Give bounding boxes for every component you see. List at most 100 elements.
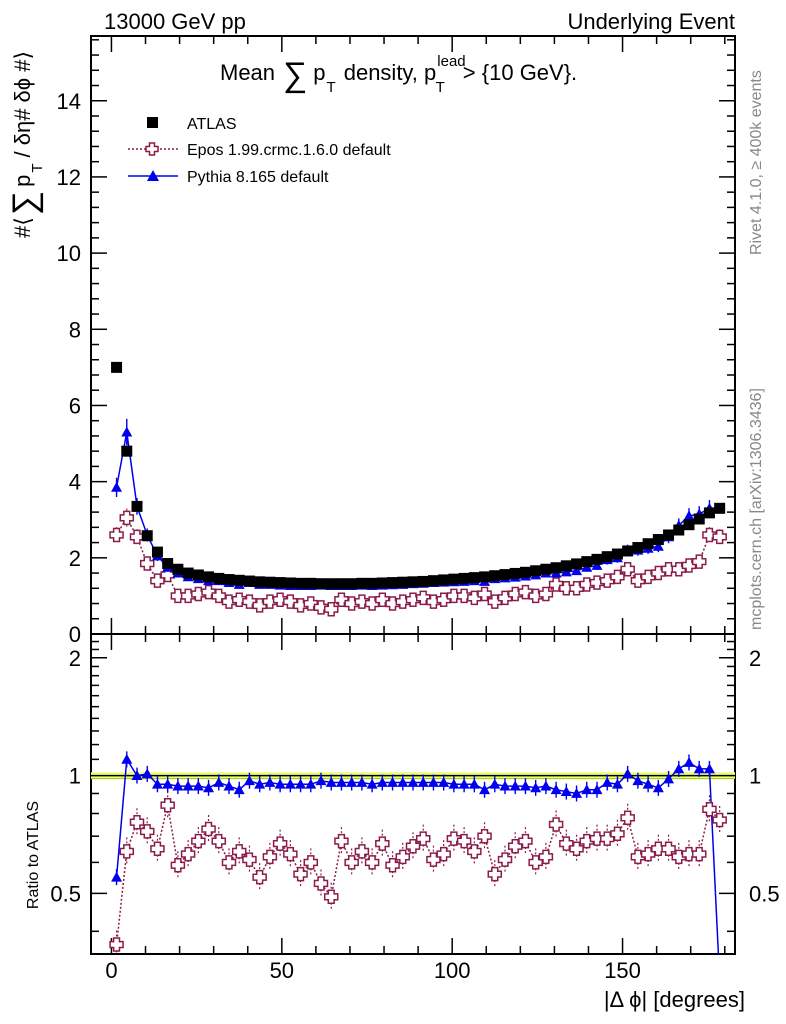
epos-ratio-point [313, 876, 329, 891]
atlas-point [111, 361, 123, 373]
svg-text:#⟨∑pT/ δη# δϕ #⟩: #⟨∑pT/ δη# δϕ #⟩ [6, 51, 46, 238]
epos-point [334, 592, 349, 607]
main-ylabel: #⟨∑pT/ δη# δϕ #⟩ [6, 51, 46, 238]
pythia-ratio-point [489, 778, 501, 789]
epos-point [630, 573, 646, 588]
pythia-ratio-point [192, 780, 204, 791]
pythia-ratio-point [407, 777, 419, 787]
epos-ratio-point [559, 836, 574, 851]
epos-ratio-point [589, 831, 605, 846]
epos-point [610, 569, 625, 585]
epos-point [507, 586, 523, 602]
atlas-point [509, 567, 521, 579]
pythia-ratio-point [366, 778, 378, 789]
epos-ratio-point [364, 855, 380, 870]
epos-ratio-point [385, 857, 400, 873]
atlas-point [325, 578, 337, 590]
x-axis-label: |Δ ϕ| [degrees] [604, 987, 745, 1012]
atlas-point [203, 571, 215, 583]
epos-ratio-point [139, 824, 155, 839]
ratio-axis-ticks: 0.5 0.5 1 1 2 2 0 50 100 150 [50, 634, 780, 983]
epos-point [364, 596, 380, 611]
pythia-ratio-point [131, 770, 143, 780]
atlas-point [233, 574, 245, 586]
pythia-ratio-point [652, 782, 664, 793]
pythia-ratio-point [611, 778, 623, 789]
legend-epos: Epos 1.99.crmc.1.6.0 default [128, 142, 391, 159]
atlas-point [254, 576, 266, 588]
pythia-ratio-point [438, 777, 450, 787]
pythia-ratio-point [141, 768, 153, 779]
pythia-ratio-point [315, 775, 327, 786]
epos-point [119, 510, 135, 526]
epos-ratio-point [456, 833, 472, 849]
pythia-ratio-point [479, 784, 491, 795]
pythia-ratio-point [356, 777, 368, 787]
atlas-point [162, 558, 174, 570]
atlas-point [611, 548, 623, 560]
pythia-ratio-point [448, 778, 460, 789]
atlas-point [417, 575, 429, 587]
epos-point [651, 565, 666, 581]
epos-point [436, 592, 451, 607]
epos-ratio-point [201, 821, 216, 837]
epos-point [589, 575, 605, 590]
pythia-point [571, 565, 583, 576]
epos-ratio-point [528, 855, 543, 870]
ratio-xtick-label: 0 [105, 958, 117, 983]
epos-ratio-point [150, 841, 165, 857]
pythia-ratio-point [550, 784, 562, 795]
epos-ratio-point [354, 844, 370, 859]
epos-point [661, 561, 676, 577]
atlas-point [571, 558, 583, 570]
pythia-ratio-point [519, 780, 531, 791]
epos-ratio-point [477, 828, 492, 844]
legend: ATLAS Epos 1.99.crmc.1.6.0 default Pythi… [128, 116, 391, 186]
legend-epos-marker [145, 142, 159, 156]
ratio-xtick-label: 100 [434, 958, 471, 983]
atlas-point [673, 524, 685, 536]
atlas-point [714, 502, 726, 514]
epos-ratio-point [375, 836, 390, 851]
epos-ratio-point [283, 846, 298, 862]
ratio-ylabel: Ratio to ATLAS [25, 801, 42, 909]
pythia-ratio-point [233, 784, 245, 795]
atlas-point [243, 575, 255, 587]
atlas-point [397, 576, 409, 588]
pythia-point [652, 540, 664, 551]
epos-ratio-point [671, 849, 687, 865]
main-ytick-label: 4 [69, 470, 81, 495]
chart-title: Mean ∑ pTdensity, plead T> {10 GeV}. [220, 53, 577, 96]
legend-atlas-label: ATLAS [187, 116, 237, 133]
main-ytick-label: 2 [69, 546, 81, 571]
epos-point [426, 594, 441, 609]
epos-point [180, 588, 196, 604]
pythia-ratio-point [417, 777, 429, 787]
pythia-ratio-point [182, 780, 194, 791]
epos-point [221, 594, 237, 609]
epos-point [477, 586, 492, 602]
epos-ratio-point [303, 855, 319, 870]
atlas-point [407, 576, 419, 588]
atlas-point [683, 519, 695, 531]
epos-ratio-point [681, 846, 697, 862]
epos-ratio-point [334, 833, 349, 849]
pythia-ratio-point [509, 780, 521, 791]
pythia-ratio-point [540, 780, 552, 791]
pythia-point [121, 426, 133, 437]
pythia-ratio-point [295, 778, 307, 789]
atlas-point [264, 576, 276, 588]
pythia-ratio-point [151, 778, 163, 789]
pythia-ratio-point [581, 784, 593, 795]
atlas-point [581, 556, 593, 568]
epos-point [283, 594, 298, 609]
atlas-point [652, 534, 664, 546]
epos-point [415, 590, 431, 606]
epos-point [272, 592, 288, 607]
pythia-ratio-point [243, 775, 255, 786]
ratio-ytick-label-right: 1 [749, 764, 761, 789]
epos-point [528, 588, 543, 604]
epos-point [671, 561, 687, 577]
epos-ratio-point [323, 889, 339, 905]
epos-point [712, 529, 727, 545]
